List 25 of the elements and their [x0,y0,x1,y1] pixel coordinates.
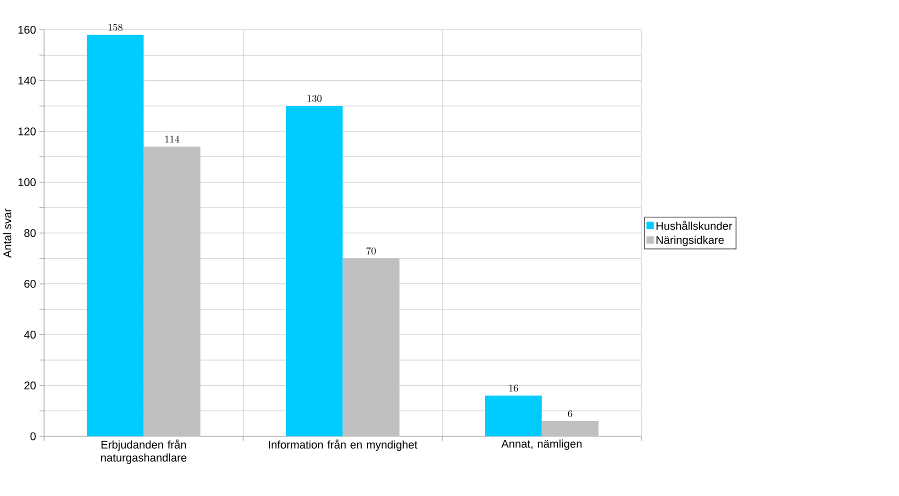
legend-label: Näringsidkare [656,236,724,246]
y-tick-label: 120 [18,128,36,136]
bar [286,106,343,436]
x-tick-label: Annat, nämligen [501,440,582,450]
y-tick-label: 140 [18,76,36,85]
x-tick-label: Erbjudanden från naturgashandlare [101,440,186,464]
y-tick-label: 20 [24,382,36,390]
bar [485,396,542,436]
data-label: 114 [165,136,180,143]
y-tick-label: 60 [24,280,36,288]
y-tick-label: 80 [24,229,36,238]
x-tick-label: Information från en myndighet [268,440,418,451]
y-tick-label: 100 [18,178,36,186]
bar [542,421,599,436]
data-label: 6 [568,410,572,418]
y-axis-title: Antal svar [3,208,12,258]
y-tick-label: 0 [30,432,36,440]
data-label: 16 [509,384,518,392]
bar [86,34,144,436]
data-label: 130 [308,95,322,102]
legend-label: Hushållskunder [656,220,732,230]
y-tick-label: 40 [24,330,36,339]
data-label: 70 [366,247,376,255]
data-label: 158 [108,24,122,31]
y-tick-label: 160 [18,26,36,34]
